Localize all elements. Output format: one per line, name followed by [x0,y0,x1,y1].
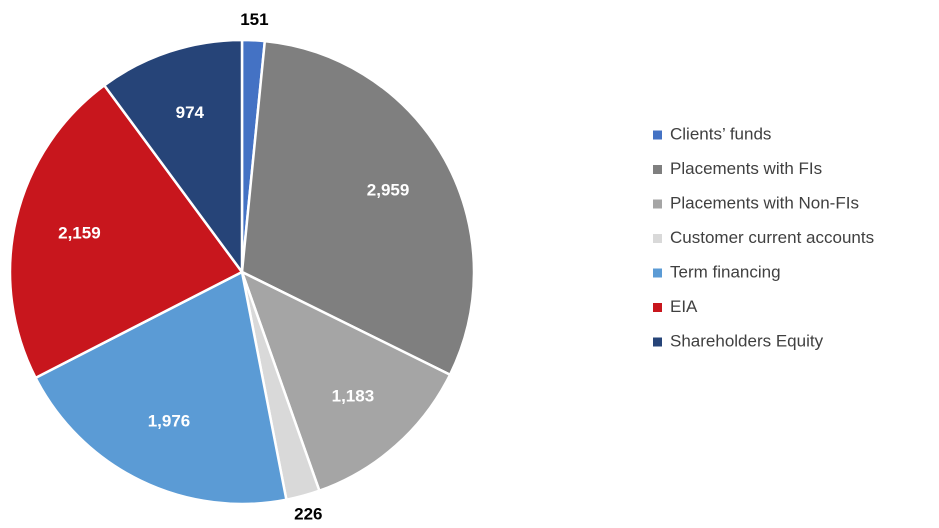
data-label: 1,183 [332,386,375,405]
legend-swatch [653,199,662,209]
pie-slice [240,39,476,377]
data-label: 974 [176,103,205,122]
legend-label: Term financing [670,262,781,281]
legend-swatch [653,165,662,174]
legend-label: Clients’ funds [670,124,771,143]
legend-swatch [653,234,662,243]
legend-label: Customer current accounts [670,228,874,247]
legend-swatch [653,303,662,312]
pie-slice [239,269,452,493]
legend-label: EIA [670,297,698,316]
legend-swatch [653,130,662,140]
legend-swatch [653,268,662,278]
pie-slice [8,83,244,380]
data-label: 2,959 [367,180,410,199]
legend-label: Shareholders Equity [670,331,824,350]
data-label: 226 [294,505,322,524]
data-label: 2,159 [58,223,101,242]
legend-label: Placements with Non-FIs [670,193,859,212]
pie-slice [33,270,288,506]
data-label: 1,976 [148,412,191,431]
legend-swatch [653,337,662,347]
pie-slice [102,38,244,276]
data-label: 151 [240,10,268,29]
legend-label: Placements with FIs [670,159,822,178]
